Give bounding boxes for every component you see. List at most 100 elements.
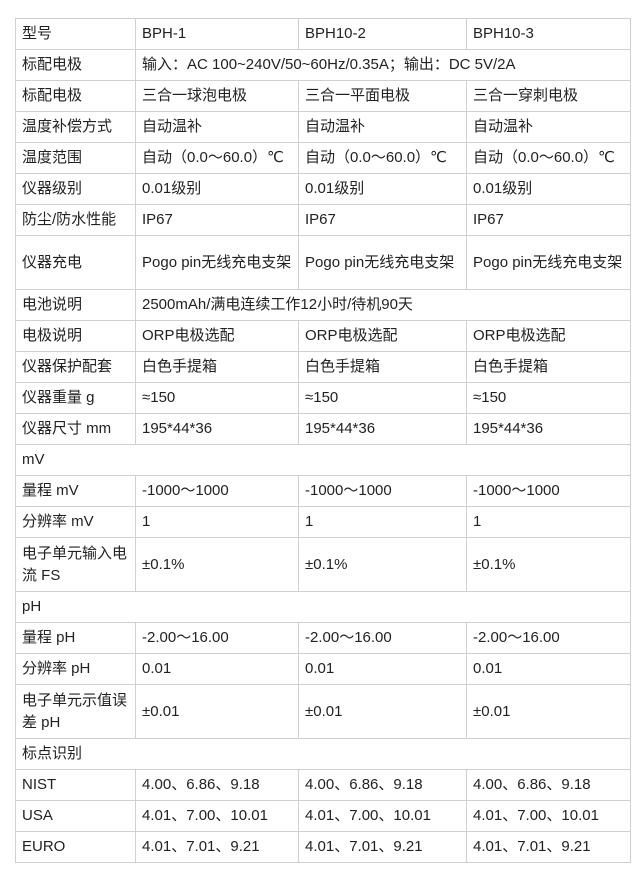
table-row: 标配电极 输入：AC 100~240V/50~60Hz/0.35A；输出：DC 5… [15, 49, 631, 81]
value-cell: 4.01、7.00、10.01 [466, 800, 631, 832]
value-cell: Pogo pin无线充电支架 [135, 235, 299, 290]
value-cell: 4.01、7.01、9.21 [135, 831, 299, 863]
table-row: 仪器级别 0.01级别 0.01级别 0.01级别 [15, 173, 631, 205]
row-label-cell: 电子单元输入电流 FS [15, 537, 136, 592]
row-label-cell: EURO [15, 831, 136, 863]
table-row: NIST 4.00、6.86、9.18 4.00、6.86、9.18 4.00、6.8… [15, 769, 631, 801]
table-row: 仪器充电 Pogo pin无线充电支架 Pogo pin无线充电支架 Pogo pin… [15, 235, 631, 290]
value-cell: 自动（0.0～60.0）℃ [135, 142, 299, 174]
value-cell: ±0.01 [298, 684, 467, 739]
value-cell: 195*44*36 [466, 413, 631, 445]
value-cell: Pogo pin无线充电支架 [466, 235, 631, 290]
value-cell: 4.01、7.01、9.21 [298, 831, 467, 863]
section-header-row: mV [15, 444, 631, 476]
table-row: 量程 mV -1000～1000 -1000～1000 -1000～1000 [15, 475, 631, 507]
value-cell: 1 [135, 506, 299, 538]
value-cell: ≈150 [135, 382, 299, 414]
value-cell: 自动（0.0～60.0）℃ [298, 142, 467, 174]
value-cell: ORP电极选配 [135, 320, 299, 352]
value-cell: ±0.1% [466, 537, 631, 592]
value-cell: 输入：AC 100~240V/50~60Hz/0.35A；输出：DC 5V/2A [135, 49, 631, 81]
value-cell: 白色手提箱 [466, 351, 631, 383]
table-row: USA 4.01、7.00、10.01 4.01、7.00、10.01 4.01、7.… [15, 800, 631, 832]
value-cell: -1000～1000 [135, 475, 299, 507]
table-row: 仪器重量 g ≈150 ≈150 ≈150 [15, 382, 631, 414]
value-cell: ±0.01 [135, 684, 299, 739]
value-cell: 195*44*36 [135, 413, 299, 445]
row-label-cell: 标配电极 [15, 49, 136, 81]
row-label-cell: 温度范围 [15, 142, 136, 174]
value-cell: -2.00～16.00 [135, 622, 299, 654]
table-row: 分辨率 mV 1 1 1 [15, 506, 631, 538]
value-cell: ±0.1% [298, 537, 467, 592]
spec-table-body: 型号 BPH-1 BPH10-2 BPH10-3 标配电极 输入：AC 100~240V/… [15, 18, 631, 863]
value-cell: 0.01级别 [135, 173, 299, 205]
value-cell: BPH-1 [135, 18, 299, 50]
value-cell: 1 [298, 506, 467, 538]
value-cell: 4.00、6.86、9.18 [135, 769, 299, 801]
table-row: 分辨率 pH 0.01 0.01 0.01 [15, 653, 631, 685]
section-header-row: pH [15, 591, 631, 623]
value-cell: ORP电极选配 [298, 320, 467, 352]
row-label-cell: 电子单元示值误差 pH [15, 684, 136, 739]
row-label-cell: 仪器重量 g [15, 382, 136, 414]
value-cell: 4.00、6.86、9.18 [466, 769, 631, 801]
value-cell: -1000～1000 [298, 475, 467, 507]
table-row: 防尘/防水性能 IP67 IP67 IP67 [15, 204, 631, 236]
row-label-cell: 电极说明 [15, 320, 136, 352]
value-cell: 4.01、7.00、10.01 [298, 800, 467, 832]
value-cell: -2.00～16.00 [298, 622, 467, 654]
value-cell: ORP电极选配 [466, 320, 631, 352]
value-cell: -2.00～16.00 [466, 622, 631, 654]
value-cell: 三合一穿刺电极 [466, 80, 631, 112]
table-row: EURO 4.01、7.01、9.21 4.01、7.01、9.21 4.01、7.0… [15, 831, 631, 863]
value-cell: BPH10-3 [466, 18, 631, 50]
row-label-cell: 型号 [15, 18, 136, 50]
value-cell: ≈150 [466, 382, 631, 414]
value-cell: 0.01 [466, 653, 631, 685]
spec-table: 型号 BPH-1 BPH10-2 BPH10-3 标配电极 输入：AC 100~240V/… [15, 18, 631, 863]
value-cell: Pogo pin无线充电支架 [298, 235, 467, 290]
table-row: 电极说明 ORP电极选配 ORP电极选配 ORP电极选配 [15, 320, 631, 352]
table-row: 温度补偿方式 自动温补 自动温补 自动温补 [15, 111, 631, 143]
row-label-cell: NIST [15, 769, 136, 801]
value-cell: 0.01级别 [466, 173, 631, 205]
value-cell: 白色手提箱 [298, 351, 467, 383]
value-cell: 0.01 [298, 653, 467, 685]
value-cell: IP67 [298, 204, 467, 236]
row-label-cell: 仪器级别 [15, 173, 136, 205]
value-cell: 0.01级别 [298, 173, 467, 205]
table-row: 量程 pH -2.00～16.00 -2.00～16.00 -2.00～16.00 [15, 622, 631, 654]
value-cell: IP67 [466, 204, 631, 236]
value-cell: 自动温补 [135, 111, 299, 143]
table-row: 温度范围 自动（0.0～60.0）℃ 自动（0.0～60.0）℃ 自动（0.0～60.… [15, 142, 631, 174]
value-cell: 4.00、6.86、9.18 [298, 769, 467, 801]
value-cell: 自动温补 [466, 111, 631, 143]
value-cell: 4.01、7.00、10.01 [135, 800, 299, 832]
value-cell: ≈150 [298, 382, 467, 414]
row-label-cell: 分辨率 pH [15, 653, 136, 685]
table-row: 电子单元输入电流 FS ±0.1% ±0.1% ±0.1% [15, 537, 631, 592]
table-row: 仪器尺寸 mm 195*44*36 195*44*36 195*44*36 [15, 413, 631, 445]
section-header-row: 标点识别 [15, 738, 631, 770]
value-cell: BPH10-2 [298, 18, 467, 50]
value-cell: ±0.01 [466, 684, 631, 739]
table-row: 标配电极 三合一球泡电极 三合一平面电极 三合一穿刺电极 [15, 80, 631, 112]
value-cell: 4.01、7.01、9.21 [466, 831, 631, 863]
row-label-cell: 量程 mV [15, 475, 136, 507]
table-row: 电子单元示值误差 pH ±0.01 ±0.01 ±0.01 [15, 684, 631, 739]
row-label-cell: 仪器充电 [15, 235, 136, 290]
value-cell: 自动温补 [298, 111, 467, 143]
row-label-cell: pH [15, 591, 631, 623]
row-label-cell: 温度补偿方式 [15, 111, 136, 143]
row-label-cell: 仪器保护配套 [15, 351, 136, 383]
row-label-cell: 量程 pH [15, 622, 136, 654]
value-cell: 195*44*36 [298, 413, 467, 445]
table-row: 型号 BPH-1 BPH10-2 BPH10-3 [15, 18, 631, 50]
row-label-cell: 标配电极 [15, 80, 136, 112]
value-cell: 三合一球泡电极 [135, 80, 299, 112]
value-cell: IP67 [135, 204, 299, 236]
value-cell: 三合一平面电极 [298, 80, 467, 112]
row-label-cell: 分辨率 mV [15, 506, 136, 538]
table-row: 电池说明 2500mAh/满电连续工作12小时/待机90天 [15, 289, 631, 321]
